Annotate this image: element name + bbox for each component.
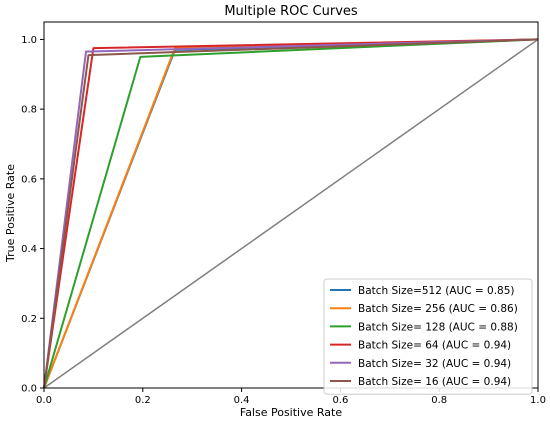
x-axis-label: False Positive Rate [240,406,342,419]
legend-label-2: Batch Size= 128 (AUC = 0.88) [358,321,518,333]
y-axis-label: True Positive Rate [4,164,17,263]
legend-label-5: Batch Size= 16 (AUC = 0.94) [358,376,511,388]
y-tick-label-3: 0.6 [21,174,37,185]
y-tick-label-4: 0.8 [21,105,37,116]
x-tick-label-3: 0.6 [332,395,348,406]
legend-label-3: Batch Size= 64 (AUC = 0.94) [358,340,511,352]
plot-area [43,21,539,389]
series-line-2 [43,38,539,389]
x-tick-label-5: 1.0 [530,395,546,406]
y-tick-label-1: 0.2 [21,314,37,325]
x-tick-label-4: 0.8 [431,395,447,406]
legend-box [323,278,533,395]
legend-label-1: Batch Size= 256 (AUC = 0.86) [358,303,518,315]
series-line-3 [43,38,539,389]
reference-diagonal-line [43,38,539,389]
y-tick-label-2: 0.4 [21,244,37,255]
legend-label-4: Batch Size= 32 (AUC = 0.94) [358,358,511,370]
x-tick-label-1: 0.2 [135,395,151,406]
chart-title: Multiple ROC Curves [224,4,358,19]
y-tick-label-5: 1.0 [21,35,37,46]
legend: Batch Size=512 (AUC = 0.85) Batch Size= 2… [323,278,533,395]
y-tick-label-0: 0.0 [21,384,37,395]
x-tick-label-0: 0.0 [36,395,52,406]
series-line-5 [43,38,539,389]
plot-frame [43,21,539,389]
legend-label-0: Batch Size=512 (AUC = 0.85) [358,285,515,297]
x-tick-label-2: 0.4 [234,395,250,406]
